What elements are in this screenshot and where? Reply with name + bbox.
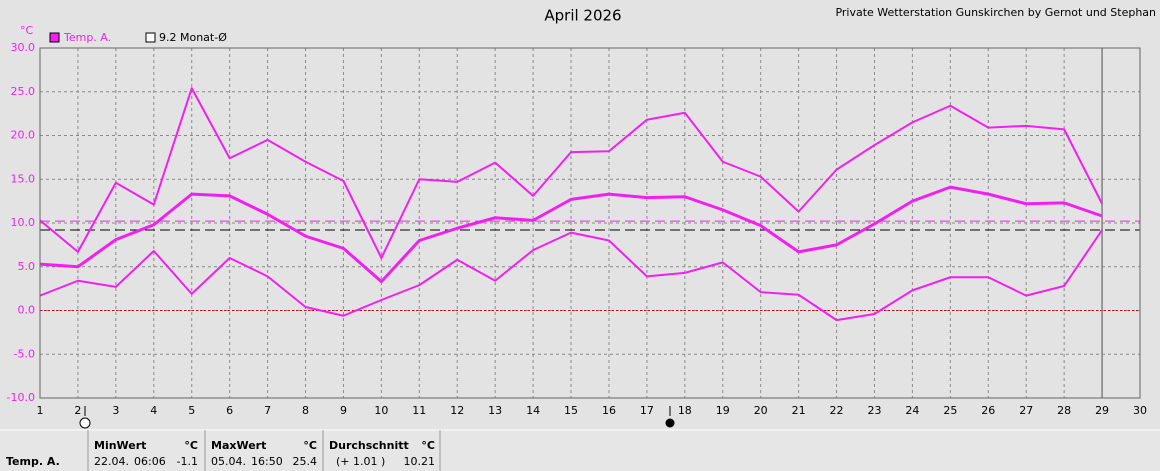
new-moon xyxy=(665,418,675,428)
y-tick-label: 10.0 xyxy=(11,216,36,229)
legend-label: Temp. A. xyxy=(63,31,111,44)
cell: 25.4 xyxy=(293,455,318,468)
x-tick-label: 6 xyxy=(226,404,233,417)
summary-table: Temp. A. MinWert °C MaxWert °C Durchschn… xyxy=(0,429,1160,471)
table-bg xyxy=(0,430,1160,471)
y-tick-label: 5.0 xyxy=(18,260,36,273)
legend-swatch xyxy=(145,32,156,43)
x-tick-label: 30 xyxy=(1133,404,1147,417)
x-tick-label: 7 xyxy=(264,404,271,417)
header-unit: °C xyxy=(303,439,317,452)
x-tick-label: 9 xyxy=(340,404,347,417)
temp-mean-line xyxy=(39,185,1103,284)
x-tick-label: 16 xyxy=(602,404,616,417)
x-tick-label: 22 xyxy=(830,404,844,417)
y-tick-label: 25.0 xyxy=(11,85,36,98)
y-tick-label: 30.0 xyxy=(11,41,36,54)
x-tick-label: 1 xyxy=(37,404,44,417)
x-tick-label: 18 xyxy=(678,404,692,417)
y-tick-label: 20.0 xyxy=(11,129,36,142)
y-tick-label: -5.0 xyxy=(14,347,35,360)
x-tick-label: 27 xyxy=(1019,404,1033,417)
header-unit: °C xyxy=(184,439,198,452)
x-tick-label: 10 xyxy=(374,404,388,417)
cell: 06:06 xyxy=(134,455,166,468)
x-tick-label: 23 xyxy=(867,404,881,417)
x-tick-label: 17 xyxy=(640,404,654,417)
y-tick-label: 15.0 xyxy=(11,172,36,185)
x-tick-label: 14 xyxy=(526,404,540,417)
x-tick-label: 25 xyxy=(943,404,957,417)
header-unit: °C xyxy=(421,439,435,452)
cell: 22.04. xyxy=(94,455,129,468)
x-tick-label: 4 xyxy=(150,404,157,417)
x-tick-label: 29 xyxy=(1095,404,1109,417)
legend-swatch xyxy=(49,32,60,43)
cell: 16:50 xyxy=(251,455,283,468)
temp-max-line xyxy=(39,87,1103,259)
x-tick-label: 21 xyxy=(792,404,806,417)
x-tick-label: 2 xyxy=(74,404,81,417)
y-tick-label: -10.0 xyxy=(7,391,35,404)
header: Durchschnitt xyxy=(329,439,409,452)
x-tick-label: 26 xyxy=(981,404,995,417)
header: MaxWert xyxy=(211,439,266,452)
x-tick-label: 3 xyxy=(112,404,119,417)
header: MinWert xyxy=(94,439,146,452)
legend-label: 9.2 Monat-Ø xyxy=(159,31,227,44)
cell: -1.1 xyxy=(177,455,198,468)
x-tick-label: 28 xyxy=(1057,404,1071,417)
x-tick-label: 15 xyxy=(564,404,578,417)
x-tick-label: 24 xyxy=(905,404,919,417)
x-tick-label: 8 xyxy=(302,404,309,417)
full-moon xyxy=(79,417,91,429)
x-tick-label: 12 xyxy=(450,404,464,417)
temp-min-line xyxy=(39,229,1103,322)
x-tick-label: 20 xyxy=(754,404,768,417)
y-tick-label: 0.0 xyxy=(18,304,36,317)
x-tick-label: 19 xyxy=(716,404,730,417)
y-axis-label: °C xyxy=(20,24,34,37)
cell: 10.21 xyxy=(404,455,436,468)
cell: (+ 1.01 ) xyxy=(336,455,385,468)
plot-frame xyxy=(39,47,1141,399)
chart-title: April 2026 xyxy=(544,7,621,25)
chart-subtitle: Private Wetterstation Gunskirchen by Ger… xyxy=(835,6,1156,19)
row-label: Temp. A. xyxy=(6,455,60,468)
cell: 05.04. xyxy=(211,455,246,468)
x-tick-label: 5 xyxy=(188,404,195,417)
x-tick-label: 11 xyxy=(412,404,426,417)
x-tick-label: 13 xyxy=(488,404,502,417)
